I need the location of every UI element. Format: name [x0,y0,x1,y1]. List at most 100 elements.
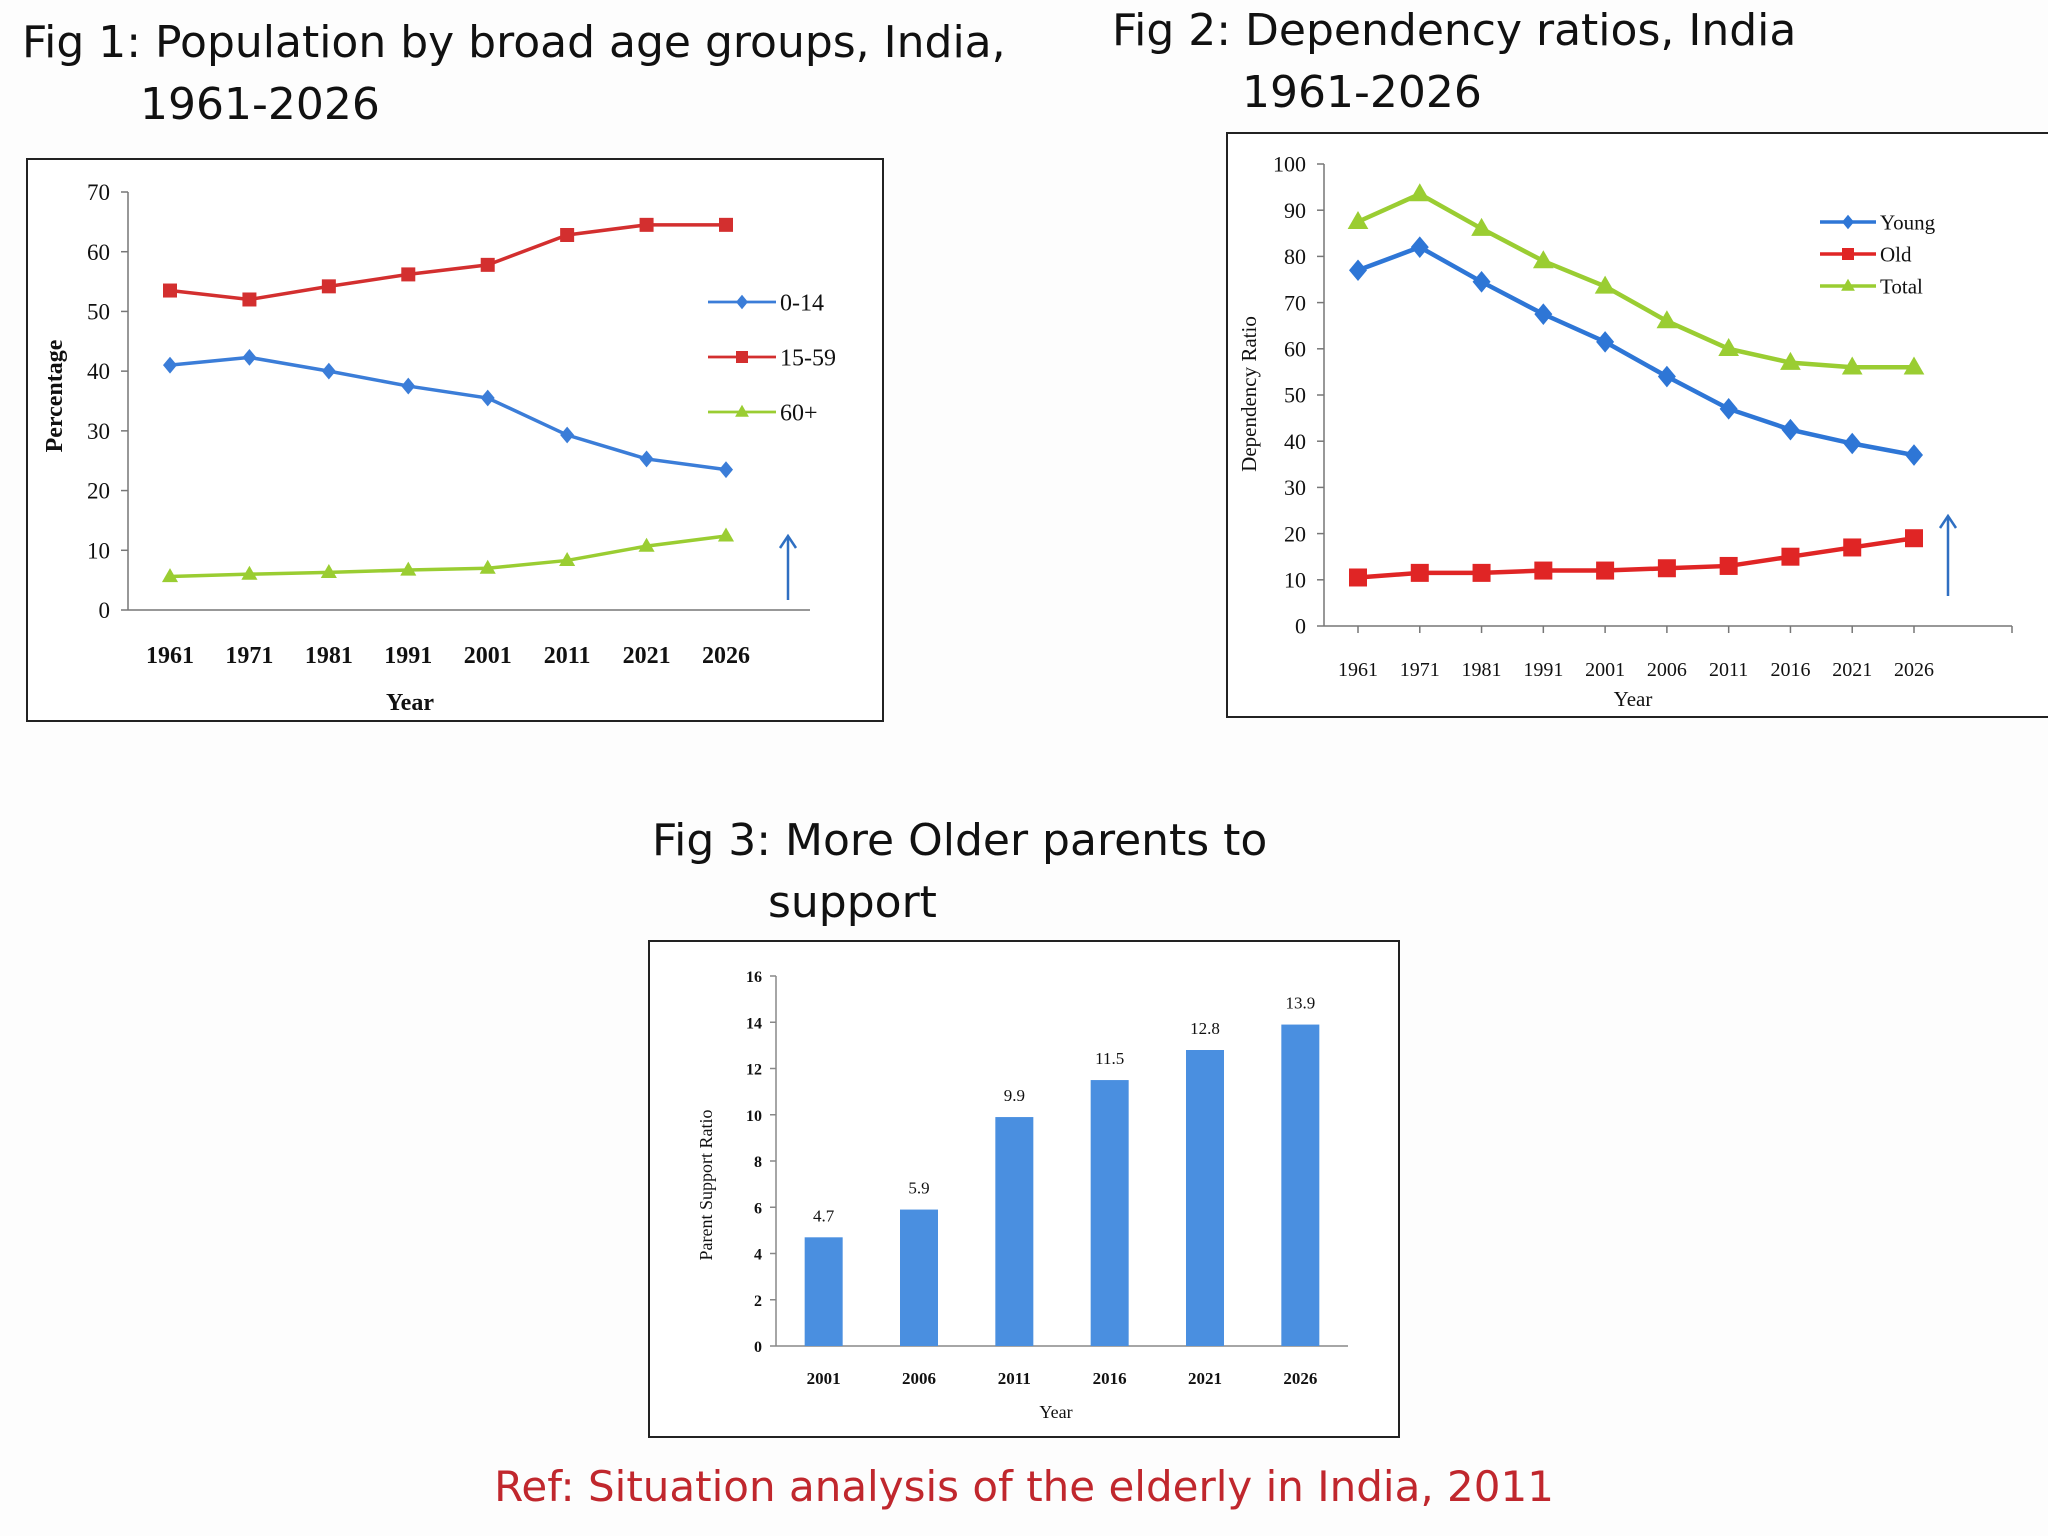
fig1-point-15-59-2001 [480,257,495,272]
fig3-y-tick-label: 12 [746,1062,762,1079]
fig2-point-Total-2026 [1903,356,1925,375]
fig1-point-15-59-2026 [719,217,733,232]
fig3-title-line2: support [768,877,937,928]
fig2-x-tick-label: 1971 [1400,659,1440,681]
fig1-legend-label-0-14: 0-14 [780,290,824,316]
fig1-point-15-59-1991 [401,267,416,282]
fig2-legend-marker-Old [1842,248,1854,260]
fig2-point-Young-1991 [1534,303,1553,325]
fig1-point-15-59-1981 [321,279,336,294]
fig2-point-Young-2016 [1781,418,1800,441]
fig2-point-Young-2006 [1657,365,1676,388]
fig1-point-15-59-1961 [163,283,177,298]
fig1-title: Fig 1: Population by broad age groups, I… [22,12,1006,136]
fig3-y-tick-label: 16 [746,969,762,986]
fig1-legend-marker-60+ [735,404,749,417]
fig2-point-Total-1971 [1409,183,1431,202]
fig2-point-Young-2011 [1719,398,1738,420]
fig2-title-line2: 1961-2026 [1242,67,1482,118]
fig2-point-Old-1971 [1410,563,1429,582]
fig2-point-Total-1991 [1532,250,1554,269]
fig1-point-0-14-2021 [639,450,654,468]
fig1-title-line2: 1961-2026 [140,79,380,130]
fig2-up-arrow [1938,513,1958,596]
fig2-y-tick-label: 0 [1295,614,1306,639]
fig2-x-tick-label: 1981 [1462,659,1502,681]
fig1-point-60+-1981 [320,563,337,578]
fig1-y-tick-label: 60 [87,240,110,265]
fig2-y-tick-label: 10 [1284,568,1306,593]
fig2-y-tick-label: 70 [1284,290,1306,315]
fig3-bar-value-label-2011: 9.9 [1004,1086,1025,1105]
fig1-y-tick-label: 10 [87,538,110,563]
fig2-x-axis-title: Year [1614,687,1653,711]
fig3-bar-2006 [900,1209,938,1346]
fig3-y-tick-label: 2 [754,1293,762,1310]
fig3-bar-2016 [1090,1080,1129,1346]
fig2-x-tick-label: 1991 [1523,659,1563,681]
fig3-bar-value-label-2016: 11.5 [1095,1049,1124,1068]
fig2-point-Total-1981 [1471,217,1492,236]
fig2-title-line1: Fig 2: Dependency ratios, India [1112,5,1797,56]
fig2-x-tick-label: 2021 [1832,659,1872,681]
fig1-y-tick-label: 0 [99,598,111,623]
fig3-bar-value-label-2026: 13.9 [1285,994,1315,1013]
fig2-y-tick-label: 20 [1284,521,1306,546]
fig3-bar-2021 [1186,1050,1224,1346]
fig3-y-axis-title: Parent Support Ratio [696,1110,716,1261]
fig2-point-Old-2026 [1905,529,1923,548]
fig1-chart-frame: 0 10 20 30 40 50 60 70 1961 1971 1981 1991 2001 2011 2… [26,158,884,722]
fig2-legend-label-Old: Old [1880,242,1912,266]
fig2-point-Young-1961 [1349,259,1367,282]
fig2-series-line-Young [1357,244,1915,458]
fig3-x-tick-label: 2026 [1283,1369,1317,1388]
fig1-point-60+-1961 [161,568,179,583]
fig3-y-tick-label: 10 [746,1108,762,1125]
fig2-title: Fig 2: Dependency ratios, India 1961-202… [1112,0,1796,124]
fig2-point-Total-1961 [1347,210,1369,229]
fig2-y-tick-label: 40 [1284,429,1306,454]
fig3-x-tick-label: 2011 [998,1369,1031,1388]
fig1-point-15-59-2021 [639,217,654,232]
fig1-y-tick-label: 20 [87,479,110,504]
fig1-point-60+-2001 [479,559,496,574]
fig1-point-0-14-2001 [480,389,495,407]
fig1-point-0-14-1991 [401,377,416,395]
fig2-x-tick-label: 2006 [1647,659,1687,681]
fig3-x-tick-label: 2006 [902,1369,936,1388]
fig1-x-axis-title: Year [386,690,434,716]
fig1-title-line1: Fig 1: Population by broad age groups, I… [22,17,1006,68]
fig2-x-tick-label: 2011 [1709,659,1748,681]
fig2-y-tick-label: 80 [1284,244,1306,269]
fig2-legend-marker-Young [1842,214,1854,230]
fig3-bar-2026 [1281,1024,1320,1346]
fig1-point-0-14-2026 [719,461,733,479]
fig2-point-Old-2011 [1719,556,1738,575]
fig2-legend-label-Young: Young [1880,210,1936,234]
fig1-point-15-59-2011 [560,227,575,242]
fig1-legend-label-60+: 60+ [780,400,818,426]
fig1-point-0-14-1961 [163,356,177,374]
fig2-legend-label-Total: Total [1880,274,1923,298]
fig1-y-axis-title: Percentage [42,339,68,452]
fig1-point-0-14-2011 [560,426,575,444]
fig2-point-Total-2016 [1780,351,1801,370]
fig1-point-60+-1991 [400,561,417,576]
fig1-series-line-60+ [169,534,727,579]
fig3-chart-frame: 0 2 4 6 8 10 12 14 16 4.7 2001 5.9 2006 9.9 2011 11.5 20… [648,940,1400,1438]
fig2-point-Young-2026 [1905,444,1923,466]
fig1-x-tick-label: 2011 [544,643,591,669]
fig1-y-tick-label: 70 [87,180,110,205]
fig1-up-arrow-head [778,533,798,549]
fig2-y-axis-title: Dependency Ratio [1237,316,1261,472]
fig1-point-60+-2021 [638,537,655,552]
fig2-y-tick-label: 100 [1273,152,1306,177]
fig2-legend-marker-Total [1841,278,1855,291]
fig3-bar-2011 [995,1117,1034,1346]
fig3-title: Fig 3: More Older parents to support [652,810,1267,934]
fig3-chart: 0 2 4 6 8 10 12 14 16 4.7 2001 5.9 2006 9.9 2011 11.5 20… [696,969,1348,1422]
fig1-x-tick-label: 1971 [225,643,273,669]
fig2-point-Old-1961 [1349,568,1367,587]
fig1-point-60+-1971 [241,565,258,580]
fig1-point-15-59-1971 [242,292,257,307]
